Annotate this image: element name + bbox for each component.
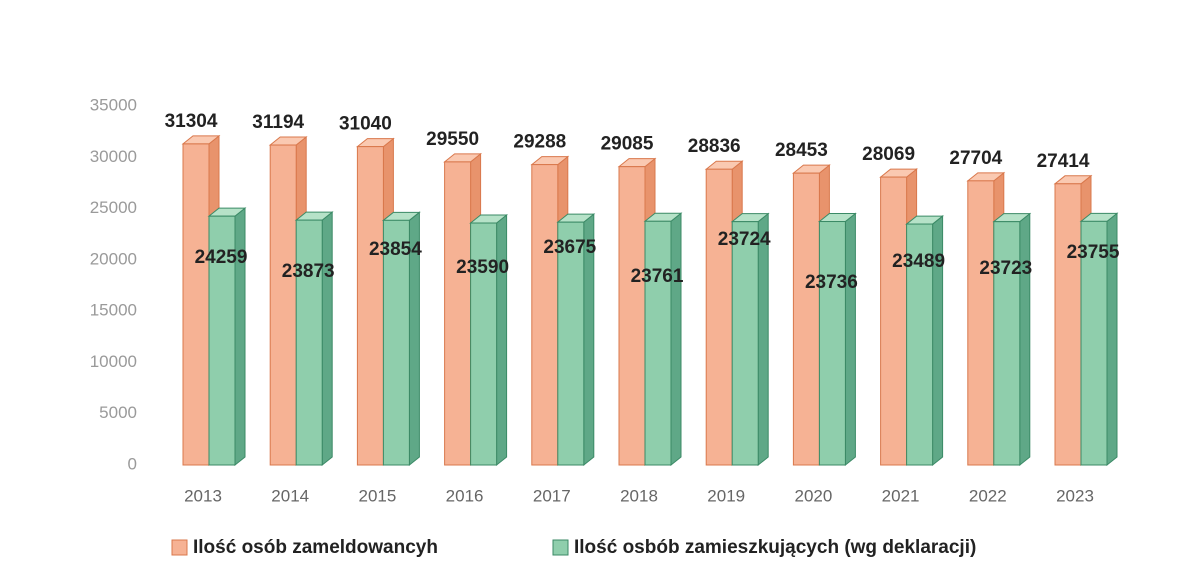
data-label: 23761 — [631, 266, 684, 287]
x-tick-label: 2017 — [533, 486, 571, 505]
bar-front — [993, 221, 1021, 466]
data-label: 23723 — [979, 258, 1032, 279]
bar-front — [967, 180, 995, 466]
bar-front — [1054, 183, 1082, 466]
data-label: 29288 — [513, 132, 566, 153]
bar — [992, 212, 1032, 467]
bar-front — [269, 144, 297, 466]
y-tick-label: 15000 — [90, 301, 137, 320]
y-tick-label: 10000 — [90, 352, 137, 371]
bar — [381, 211, 421, 467]
bar — [817, 212, 857, 467]
data-label: 23854 — [369, 239, 422, 260]
data-label: 27414 — [1037, 151, 1090, 172]
bar-front — [531, 164, 559, 466]
y-tick-label: 5000 — [99, 403, 137, 422]
bar-front — [818, 221, 846, 466]
bar-front — [444, 161, 472, 466]
data-label: 23489 — [892, 251, 945, 272]
bar-side — [670, 212, 682, 467]
bar — [905, 215, 945, 467]
x-tick-label: 2013 — [184, 486, 222, 505]
data-label: 23755 — [1067, 242, 1120, 263]
legend-swatch — [552, 539, 569, 556]
legend-swatch — [171, 539, 188, 556]
bar-front — [618, 166, 646, 466]
bar — [1079, 212, 1119, 467]
bar-front — [208, 215, 236, 466]
bar-front — [356, 146, 384, 466]
x-tick-label: 2018 — [620, 486, 658, 505]
bar-front — [1080, 220, 1108, 466]
x-tick-label: 2021 — [882, 486, 920, 505]
x-tick-label: 2016 — [446, 486, 484, 505]
y-tick-label: 25000 — [90, 198, 137, 217]
bar — [556, 213, 596, 467]
data-label: 28069 — [862, 144, 915, 165]
bar-side — [496, 213, 508, 467]
x-tick-label: 2014 — [271, 486, 309, 505]
x-tick-label: 2020 — [794, 486, 832, 505]
bar-side — [844, 212, 856, 467]
data-label: 23724 — [718, 229, 771, 250]
bar-front — [906, 223, 934, 466]
bar — [643, 212, 683, 467]
bar — [294, 211, 334, 467]
data-label: 31304 — [165, 111, 218, 132]
data-label: 28836 — [688, 136, 741, 157]
y-tick-label: 35000 — [90, 95, 137, 114]
data-label: 29550 — [426, 129, 479, 150]
bar — [207, 207, 247, 467]
bar-side — [321, 211, 333, 467]
data-label: 24259 — [195, 247, 248, 268]
bar-front — [792, 172, 820, 466]
data-label: 23736 — [805, 272, 858, 293]
bar-front — [731, 221, 759, 466]
legend-label: Ilość osbób zamieszkujących (wg deklarac… — [574, 537, 976, 558]
y-tick-label: 20000 — [90, 249, 137, 268]
bar-side — [1019, 212, 1031, 467]
x-tick-label: 2023 — [1056, 486, 1094, 505]
data-label: 31040 — [339, 114, 392, 135]
bar — [730, 212, 770, 467]
x-tick-label: 2022 — [969, 486, 1007, 505]
data-label: 28453 — [775, 140, 828, 161]
bar-front — [182, 143, 210, 466]
bar-side — [757, 212, 769, 467]
legend-label: Ilość osób zameldowancyh — [193, 537, 438, 558]
bar-front — [880, 176, 908, 466]
data-label: 29085 — [601, 134, 654, 155]
bar-front — [470, 222, 498, 466]
bar — [469, 213, 509, 467]
bar-front — [557, 221, 585, 466]
bar-front — [705, 168, 733, 466]
x-tick-label: 2019 — [707, 486, 745, 505]
data-label: 23873 — [282, 261, 335, 282]
y-tick-label: 30000 — [90, 147, 137, 166]
y-tick-label: 0 — [128, 454, 137, 473]
bar-front — [382, 219, 410, 466]
data-label: 23590 — [456, 257, 509, 278]
x-tick-label: 2015 — [358, 486, 396, 505]
data-label: 31194 — [252, 112, 304, 133]
bar-front — [644, 220, 672, 466]
data-label: 23675 — [543, 237, 596, 258]
bar-front — [295, 219, 323, 466]
data-label: 27704 — [949, 148, 1002, 169]
